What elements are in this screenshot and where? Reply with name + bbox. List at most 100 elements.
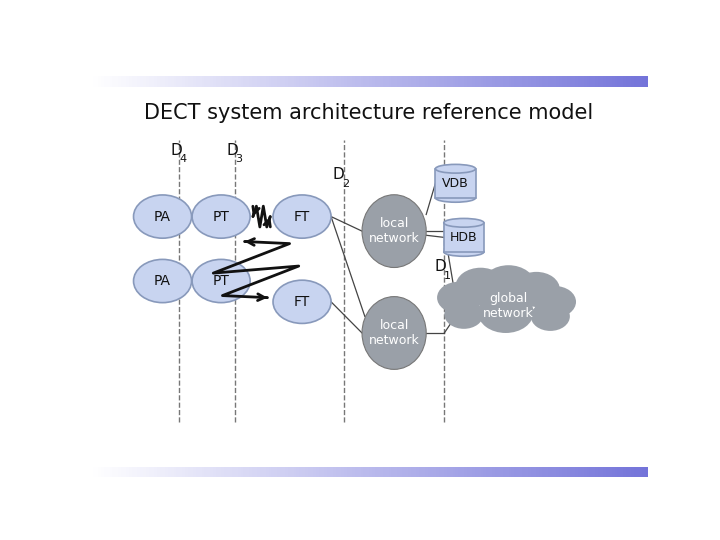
Bar — [598, 467, 600, 477]
Bar — [163, 76, 166, 86]
Bar — [433, 467, 436, 477]
Bar — [483, 76, 486, 86]
Bar — [372, 467, 374, 477]
Bar — [366, 467, 369, 477]
Bar — [389, 467, 392, 477]
Bar — [631, 76, 634, 86]
Bar — [595, 76, 598, 86]
Bar — [578, 467, 581, 477]
Bar — [344, 467, 347, 477]
Bar — [96, 76, 99, 86]
Bar — [313, 76, 316, 86]
Bar — [115, 467, 118, 477]
Bar — [436, 76, 438, 86]
Bar — [204, 76, 207, 86]
Bar — [260, 76, 263, 86]
Circle shape — [478, 292, 534, 333]
Bar — [587, 467, 590, 477]
Bar — [277, 467, 280, 477]
Bar — [386, 467, 389, 477]
Bar — [297, 76, 300, 86]
Bar — [405, 76, 408, 86]
Bar — [364, 467, 366, 477]
Bar — [394, 76, 397, 86]
Bar — [498, 467, 500, 477]
Bar — [140, 76, 143, 86]
Bar — [140, 467, 143, 477]
Bar — [492, 76, 495, 86]
Bar — [163, 467, 166, 477]
Bar — [595, 467, 598, 477]
Bar — [615, 467, 617, 477]
Bar — [459, 76, 461, 86]
Bar — [238, 467, 240, 477]
Bar — [182, 467, 185, 477]
Bar — [469, 467, 472, 477]
Bar — [584, 76, 587, 86]
Bar — [570, 76, 572, 86]
Bar — [352, 76, 355, 86]
Bar — [109, 76, 112, 86]
Ellipse shape — [444, 247, 484, 256]
Text: D: D — [435, 259, 446, 274]
Bar — [400, 76, 402, 86]
Bar — [545, 76, 547, 86]
Bar — [218, 76, 221, 86]
Bar — [179, 76, 182, 86]
Bar — [202, 76, 204, 86]
Bar — [233, 467, 235, 477]
Bar — [453, 467, 456, 477]
Bar — [600, 76, 603, 86]
Bar — [266, 467, 269, 477]
Bar — [274, 76, 277, 86]
Bar — [358, 76, 361, 86]
Text: global
network: global network — [483, 292, 534, 320]
Bar — [419, 76, 422, 86]
Bar — [366, 76, 369, 86]
Bar — [207, 467, 210, 477]
Bar — [508, 76, 511, 86]
Bar — [472, 467, 475, 477]
Bar — [612, 76, 615, 86]
Bar — [553, 467, 556, 477]
Bar — [444, 223, 484, 252]
Text: HDB: HDB — [450, 231, 477, 244]
Bar — [416, 467, 419, 477]
Bar — [307, 76, 310, 86]
Bar — [132, 467, 135, 477]
Bar — [642, 76, 645, 86]
Bar — [99, 76, 101, 86]
Bar — [425, 467, 428, 477]
Bar — [528, 467, 531, 477]
Bar — [316, 76, 319, 86]
Text: FT: FT — [294, 210, 310, 224]
Bar — [282, 76, 285, 86]
Bar — [492, 467, 495, 477]
Bar — [132, 76, 135, 86]
Bar — [338, 76, 341, 86]
Bar — [534, 76, 536, 86]
Bar — [383, 467, 386, 477]
Bar — [288, 76, 291, 86]
Bar — [500, 467, 503, 477]
Bar — [593, 76, 595, 86]
Bar — [341, 467, 344, 477]
Bar — [227, 76, 230, 86]
Bar — [126, 467, 129, 477]
Bar — [174, 467, 176, 477]
Bar — [411, 467, 413, 477]
Bar — [235, 76, 238, 86]
Bar — [413, 467, 416, 477]
Bar — [520, 76, 523, 86]
Ellipse shape — [362, 195, 426, 267]
Bar — [570, 467, 572, 477]
Bar — [282, 467, 285, 477]
Bar — [322, 76, 324, 86]
Bar — [302, 467, 305, 477]
Bar — [349, 76, 352, 86]
Bar — [230, 467, 233, 477]
Bar — [475, 76, 478, 86]
Bar — [230, 76, 233, 86]
Bar — [623, 76, 626, 86]
Bar — [154, 76, 157, 86]
